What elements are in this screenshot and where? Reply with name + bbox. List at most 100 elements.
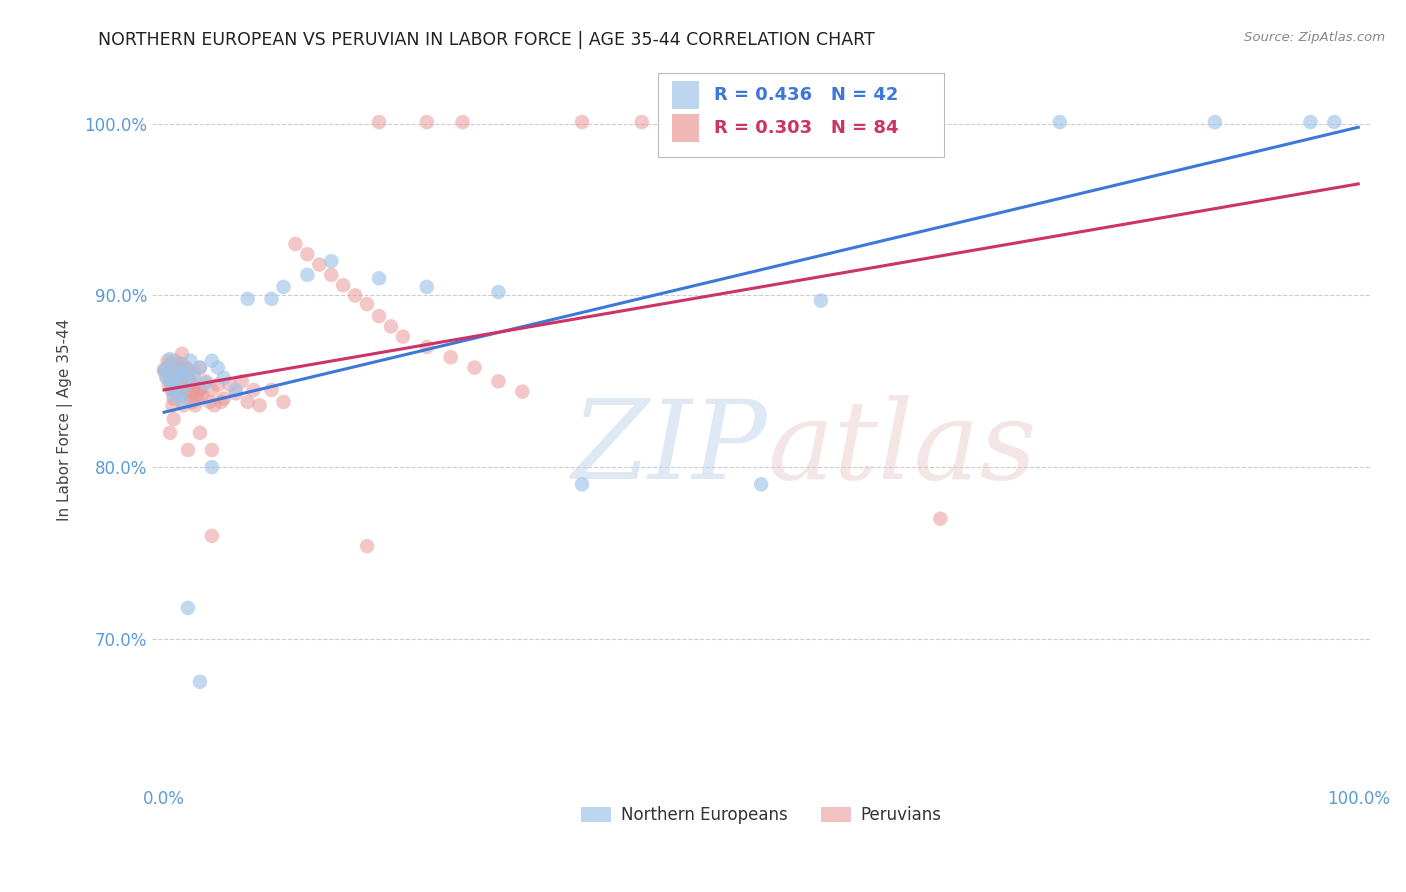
Point [177,601,200,615]
Point [163,412,186,426]
Point [344,288,367,302]
Point [188,383,211,397]
Point [308,258,330,272]
Point [198,395,221,409]
Point [170,395,193,409]
Point [170,347,193,361]
Point [170,366,193,380]
Point [297,247,319,261]
Point [571,477,593,491]
Point [1049,115,1071,129]
Point [273,280,295,294]
Point [159,374,181,388]
Point [451,115,474,129]
Point [186,386,208,401]
Point [749,477,772,491]
Point [180,395,202,409]
Point [201,460,224,475]
Point [202,398,225,412]
Point [169,360,191,375]
Point [156,353,179,368]
Point [207,360,229,375]
Point [172,366,194,380]
Point [242,383,264,397]
Point [273,395,295,409]
Point [167,357,190,371]
Bar [672,81,699,109]
Point [201,383,224,397]
FancyBboxPatch shape [658,73,943,157]
Point [163,388,186,402]
Point [155,371,177,385]
Point [170,388,193,402]
Point [166,386,188,401]
Point [159,357,181,371]
Point [179,353,201,368]
Bar [672,114,699,142]
Point [201,353,224,368]
Point [177,362,200,376]
Point [321,254,343,268]
Point [260,383,283,397]
Point [440,351,463,365]
Point [183,371,205,385]
Point [194,376,217,390]
Point [201,442,224,457]
Point [167,371,190,385]
Point [170,386,193,401]
Point [162,398,184,412]
Point [218,377,240,392]
Point [165,383,187,397]
Point [212,392,235,406]
Point [162,383,184,397]
Legend: Northern Europeans, Peruvians: Northern Europeans, Peruvians [574,800,949,831]
Point [416,115,439,129]
Point [416,340,439,354]
Point [1323,115,1346,129]
Point [156,362,179,376]
Point [380,319,402,334]
Point [236,292,259,306]
Point [163,392,186,406]
Point [165,377,187,392]
Point [630,115,652,129]
Text: Source: ZipAtlas.com: Source: ZipAtlas.com [1244,31,1385,45]
Point [184,398,207,412]
Point [231,374,253,388]
Point [212,371,235,385]
Text: ZIP: ZIP [571,395,768,503]
Point [177,442,200,457]
Point [225,383,247,397]
Point [188,425,211,440]
Point [464,360,486,375]
Point [169,366,191,380]
Point [176,371,198,385]
Point [284,237,307,252]
Point [512,384,534,399]
Point [1299,115,1322,129]
Text: R = 0.303   N = 84: R = 0.303 N = 84 [714,120,898,137]
Point [191,388,214,402]
Point [209,395,232,409]
Point [392,329,415,343]
Point [810,293,832,308]
Point [179,374,201,388]
Point [170,357,193,371]
Point [188,360,211,375]
Point [260,292,283,306]
Point [488,285,510,299]
Point [201,529,224,543]
Point [174,377,197,392]
Point [297,268,319,282]
Point [571,115,593,129]
Point [155,364,177,378]
Point [183,377,205,392]
Point [159,425,181,440]
Point [488,374,510,388]
Y-axis label: In Labor Force | Age 35-44: In Labor Force | Age 35-44 [58,318,73,521]
Point [188,360,211,375]
Point [162,369,184,384]
Point [174,360,197,375]
Point [155,369,177,384]
Point [1204,115,1226,129]
